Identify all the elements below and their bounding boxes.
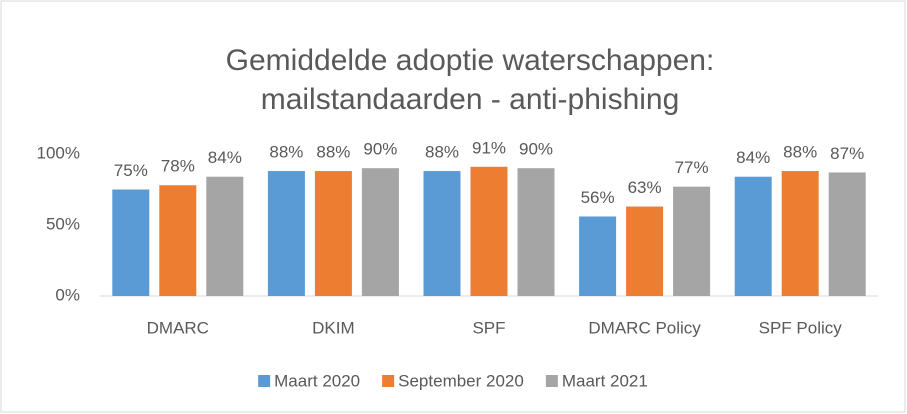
bar: [734, 176, 772, 296]
bar: [112, 189, 150, 296]
bar: [517, 168, 555, 296]
legend-label: September 2020: [398, 371, 524, 390]
x-tick-label: SPF: [472, 318, 505, 337]
value-label: 84%: [736, 148, 770, 167]
value-label: 88%: [425, 143, 459, 162]
value-label: 88%: [783, 143, 817, 162]
value-label: 75%: [114, 161, 148, 180]
x-tick-label: SPF Policy: [759, 318, 843, 337]
y-tick-label: 50%: [46, 214, 80, 233]
value-label: 78%: [161, 157, 195, 176]
y-tick-label: 100%: [37, 143, 80, 162]
legend-label: Maart 2021: [562, 371, 648, 390]
value-label: 91%: [472, 138, 506, 157]
legend-swatch: [258, 375, 271, 387]
value-label: 88%: [269, 143, 303, 162]
bar: [626, 206, 664, 296]
bar: [579, 216, 617, 296]
chart-title: mailstandaarden - anti-phishing: [261, 83, 680, 116]
bar: [470, 166, 508, 296]
bar: [673, 186, 711, 296]
value-label: 90%: [519, 140, 553, 159]
value-label: 84%: [208, 148, 242, 167]
bar: [828, 172, 866, 296]
x-tick-label: DKIM: [312, 318, 355, 337]
bar: [423, 171, 461, 296]
x-tick-label: DMARC: [147, 318, 209, 337]
bar: [206, 176, 244, 296]
bar: [159, 185, 197, 296]
value-label: 56%: [581, 188, 615, 207]
bar: [267, 171, 305, 296]
chart-title: Gemiddelde adoptie waterschappen:: [226, 44, 715, 77]
x-tick-label: DMARC Policy: [588, 318, 701, 337]
value-label: 90%: [363, 140, 397, 159]
y-tick-label: 0%: [55, 285, 80, 304]
legend-swatch: [545, 375, 558, 387]
bar: [781, 171, 819, 296]
value-label: 87%: [830, 144, 864, 163]
value-label: 88%: [316, 143, 350, 162]
value-label: 63%: [628, 178, 662, 197]
bar: [314, 171, 352, 296]
legend-swatch: [382, 375, 395, 387]
value-label: 77%: [675, 158, 709, 177]
bar: [361, 168, 399, 296]
legend-label: Maart 2020: [274, 371, 360, 390]
